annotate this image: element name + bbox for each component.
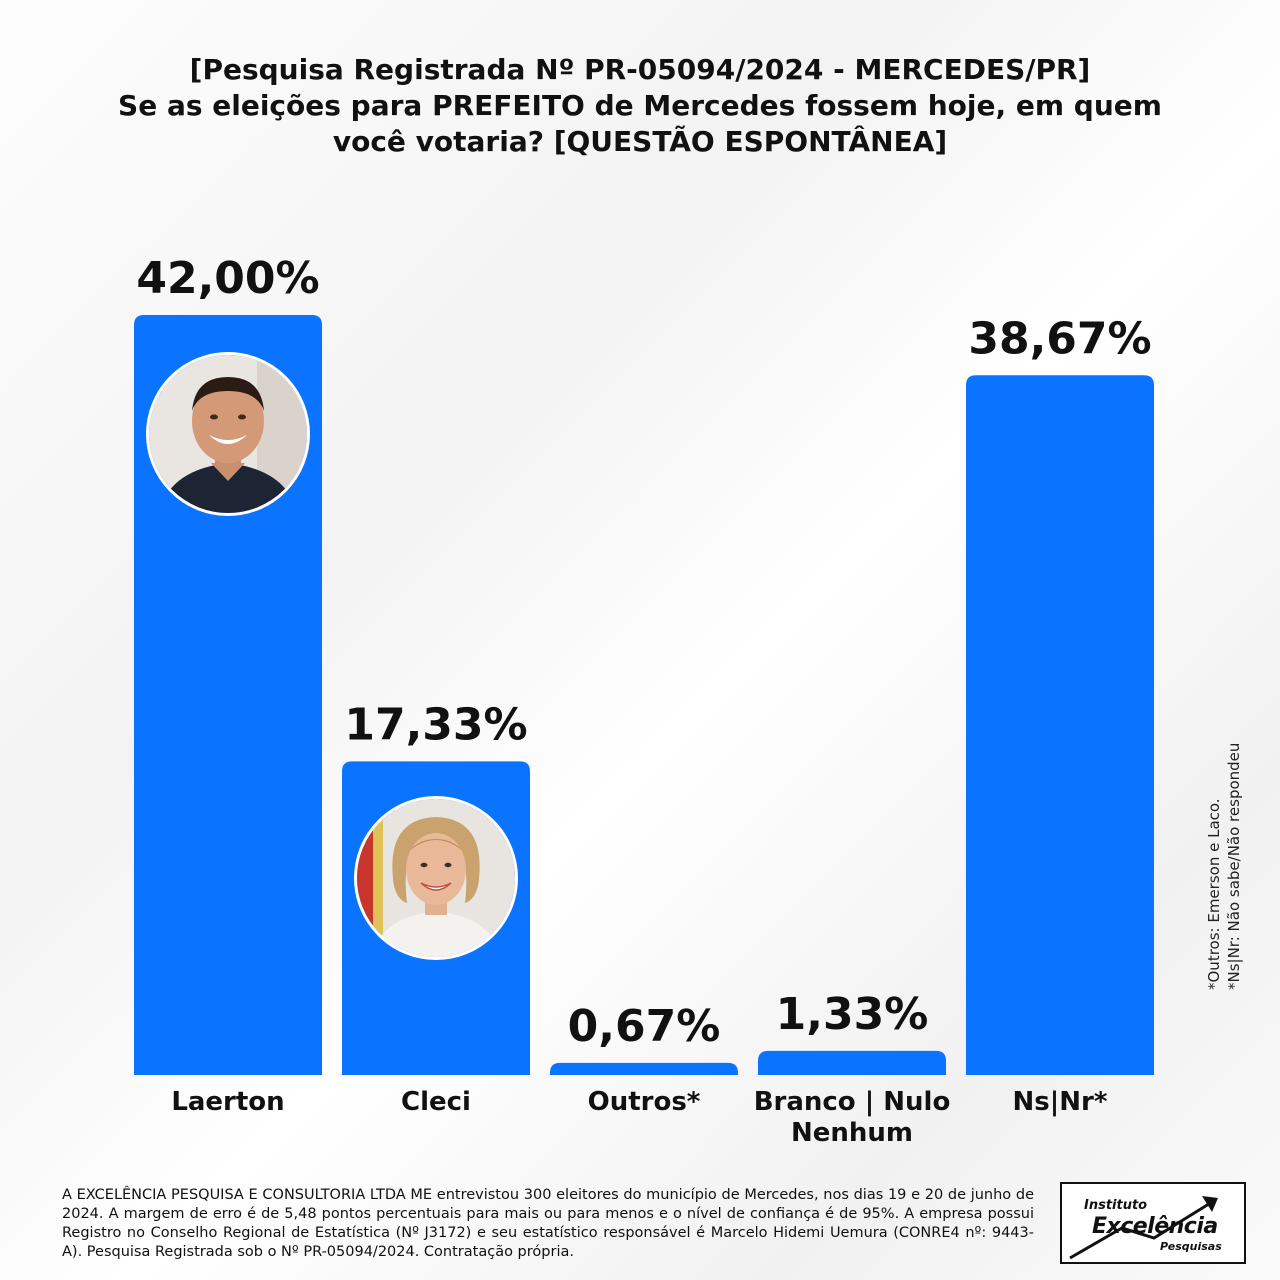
bar-0 <box>134 315 322 1075</box>
methodology-footer: A EXCELÊNCIA PESQUISA E CONSULTORIA LTDA… <box>62 1187 1034 1260</box>
value-label-3: 1,33% <box>776 989 929 1040</box>
category-label-0: Laerton <box>171 1087 284 1117</box>
chart-title: [Pesquisa Registrada Nº PR-05094/2024 - … <box>0 52 1280 160</box>
logo-line-1: Instituto <box>1084 1198 1148 1213</box>
category-label-1: Cleci <box>401 1087 471 1117</box>
value-label-4: 38,67% <box>968 313 1151 364</box>
category-label-3-line-1: Nenhum <box>791 1118 913 1148</box>
logo-line-2: Excelência <box>1092 1214 1218 1239</box>
male-candidate-portrait-icon <box>149 355 307 513</box>
rising-arrow-icon <box>1069 1196 1218 1260</box>
category-label-3: Branco | Nulo <box>754 1087 951 1117</box>
title-line-2: Se as eleições para PREFEITO de Mercedes… <box>118 89 1162 122</box>
title-line-3: você votaria? [QUESTÃO ESPONTÂNEA] <box>332 125 948 158</box>
female-candidate-portrait-icon <box>357 799 515 957</box>
instituto-excelencia-logo: Instituto Excelência Pesquisas <box>1060 1182 1246 1264</box>
value-label-2: 0,67% <box>568 1001 721 1052</box>
bar-chart: 42,00% Laerton 17,33% Cleci 0,67% Outros* 1,33… <box>134 253 1154 1148</box>
category-label-4: Ns|Nr* <box>1013 1087 1108 1117</box>
value-label-0: 42,00% <box>136 253 319 304</box>
laerton-photo <box>146 352 310 516</box>
cleci-photo <box>354 796 518 960</box>
side-note-nsnr: *Ns|Nr: Não sabe/Não respondeu <box>1225 742 1243 990</box>
bar-4 <box>966 375 1154 1075</box>
side-note-outros: *Outros: Emerson e Laco. <box>1205 798 1223 990</box>
bar-2 <box>550 1062 738 1075</box>
value-label-1: 17,33% <box>344 699 527 750</box>
side-notes: *Outros: Emerson e Laco. *Ns|Nr: Não sab… <box>1204 743 1244 990</box>
bar-3 <box>758 1050 946 1075</box>
category-label-2: Outros* <box>588 1087 701 1117</box>
title-line-1: [Pesquisa Registrada Nº PR-05094/2024 - … <box>189 53 1091 86</box>
logo-line-3: Pesquisas <box>1160 1240 1222 1253</box>
